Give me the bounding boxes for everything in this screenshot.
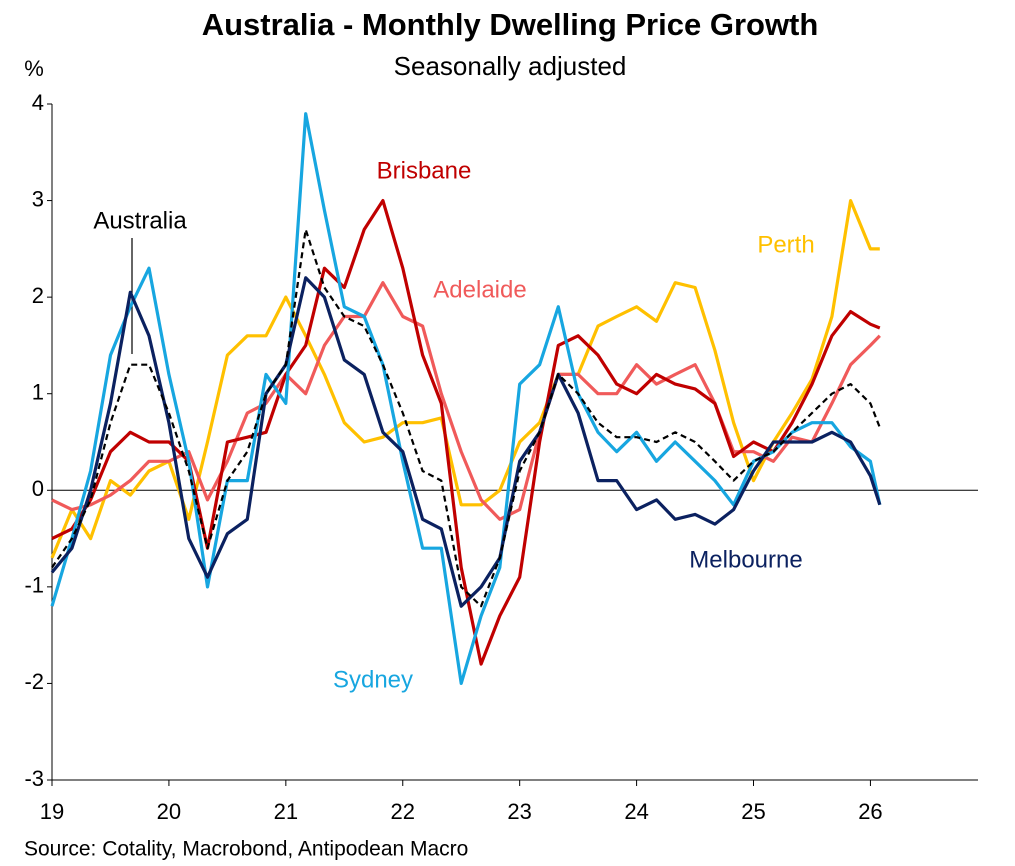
x-tick-label: 26 xyxy=(858,799,882,824)
chart-title: Australia - Monthly Dwelling Price Growt… xyxy=(202,7,819,42)
y-tick-label: -3 xyxy=(24,766,44,791)
series-label: Australia xyxy=(93,207,187,234)
series-line xyxy=(50,199,880,559)
y-tick-label: 3 xyxy=(32,186,44,211)
y-tick-label: 0 xyxy=(32,476,44,501)
x-tick-label: 22 xyxy=(391,799,415,824)
y-axis-label: % xyxy=(24,56,44,81)
source-note: Source: Cotality, Macrobond, Antipodean … xyxy=(24,838,468,861)
y-tick-label: 4 xyxy=(32,90,44,115)
series-label: Perth xyxy=(757,231,814,258)
series-label: Brisbane xyxy=(377,157,472,184)
x-tick-label: 20 xyxy=(157,799,181,824)
x-tick-label: 19 xyxy=(40,799,64,824)
series-line xyxy=(51,281,881,521)
series-label: Melbourne xyxy=(689,546,802,573)
y-tick-label: 1 xyxy=(32,380,44,405)
x-tick-label: 24 xyxy=(624,799,648,824)
y-tick-label: 2 xyxy=(32,283,44,308)
chart-subtitle: Seasonally adjusted xyxy=(394,51,627,81)
x-tick-label: 23 xyxy=(507,799,531,824)
series-label: Adelaide xyxy=(433,276,526,303)
series-line xyxy=(50,276,882,608)
x-tick-label: 25 xyxy=(741,799,765,824)
y-tick-label: -2 xyxy=(24,669,44,694)
y-tick-label: -1 xyxy=(24,573,44,598)
series-label: Sydney xyxy=(333,666,413,693)
x-tick-label: 21 xyxy=(274,799,298,824)
series-line xyxy=(51,228,881,608)
